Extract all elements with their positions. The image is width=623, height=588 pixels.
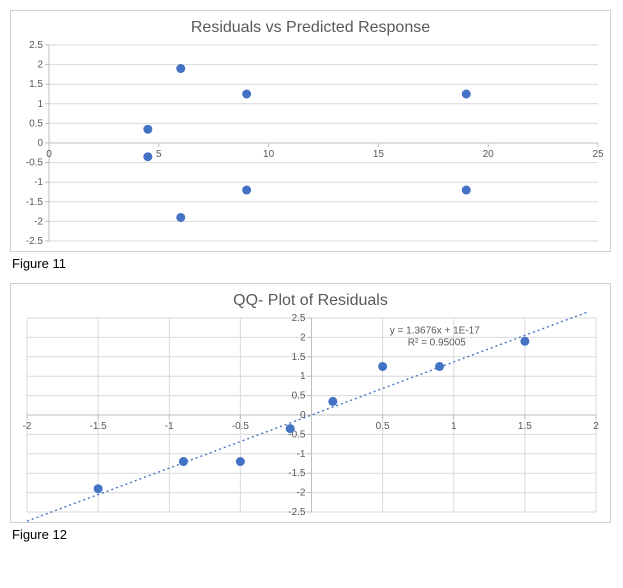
svg-text:2: 2 bbox=[37, 60, 43, 71]
svg-text:5: 5 bbox=[156, 149, 162, 160]
svg-text:-0.5: -0.5 bbox=[232, 421, 250, 432]
svg-text:-1: -1 bbox=[165, 421, 174, 432]
chart1-caption: Figure 11 bbox=[12, 256, 613, 271]
svg-text:0.5: 0.5 bbox=[292, 391, 306, 402]
chart1-title: Residuals vs Predicted Response bbox=[11, 11, 610, 39]
chart2-caption: Figure 12 bbox=[12, 527, 613, 542]
svg-text:-2: -2 bbox=[34, 216, 43, 227]
svg-text:1: 1 bbox=[37, 99, 43, 110]
svg-text:2: 2 bbox=[300, 332, 306, 343]
svg-text:-2: -2 bbox=[23, 421, 32, 432]
svg-text:y = 1.3676x + 1E-17: y = 1.3676x + 1E-17 bbox=[390, 326, 481, 337]
chart2-svg: 2.521.510.50-0.5-1-1.5-2-2.5-2-1.5-1-0.5… bbox=[11, 312, 612, 522]
svg-text:2.5: 2.5 bbox=[292, 313, 306, 324]
svg-text:1: 1 bbox=[300, 371, 306, 382]
svg-text:-1.5: -1.5 bbox=[26, 197, 44, 208]
svg-text:-1: -1 bbox=[34, 177, 43, 188]
chart1-plot-area: 2.521.510.50-0.5-1-1.5-2-2.50510152025 bbox=[11, 39, 610, 251]
svg-text:1: 1 bbox=[451, 421, 457, 432]
svg-text:0.5: 0.5 bbox=[376, 421, 390, 432]
svg-text:25: 25 bbox=[592, 149, 604, 160]
qq-chart-box: QQ- Plot of Residuals 2.5 2 1.5 1 0.5 0 -0.5 -1… bbox=[10, 283, 611, 523]
svg-text:-1.5: -1.5 bbox=[90, 421, 108, 432]
svg-text:-1.5: -1.5 bbox=[288, 468, 306, 479]
svg-text:0: 0 bbox=[300, 410, 306, 421]
svg-text:-2: -2 bbox=[297, 488, 306, 499]
svg-text:20: 20 bbox=[483, 149, 495, 160]
svg-text:15: 15 bbox=[373, 149, 385, 160]
residuals-chart-box: Residuals vs Predicted Response 2.5 2 1.5 1… bbox=[10, 10, 611, 252]
chart2-title: QQ- Plot of Residuals bbox=[11, 284, 610, 312]
chart2-plot-area: 2.521.510.50-0.5-1-1.5-2-2.5-2-1.5-1-0.5… bbox=[11, 312, 610, 522]
svg-text:-2.5: -2.5 bbox=[288, 507, 306, 518]
svg-text:1.5: 1.5 bbox=[518, 421, 532, 432]
svg-text:0.5: 0.5 bbox=[29, 118, 43, 129]
svg-text:10: 10 bbox=[263, 149, 275, 160]
svg-text:-0.5: -0.5 bbox=[26, 158, 44, 169]
svg-text:R² = 0.95005: R² = 0.95005 bbox=[408, 338, 467, 349]
svg-text:2.5: 2.5 bbox=[29, 40, 43, 51]
svg-text:0: 0 bbox=[37, 138, 43, 149]
svg-text:2: 2 bbox=[593, 421, 599, 432]
chart1-svg: 2.521.510.50-0.5-1-1.5-2-2.50510152025 bbox=[11, 39, 612, 251]
svg-text:1.5: 1.5 bbox=[292, 352, 306, 363]
svg-text:1.5: 1.5 bbox=[29, 79, 43, 90]
svg-text:0: 0 bbox=[46, 149, 52, 160]
svg-text:-2.5: -2.5 bbox=[26, 236, 44, 247]
svg-text:-1: -1 bbox=[297, 449, 306, 460]
